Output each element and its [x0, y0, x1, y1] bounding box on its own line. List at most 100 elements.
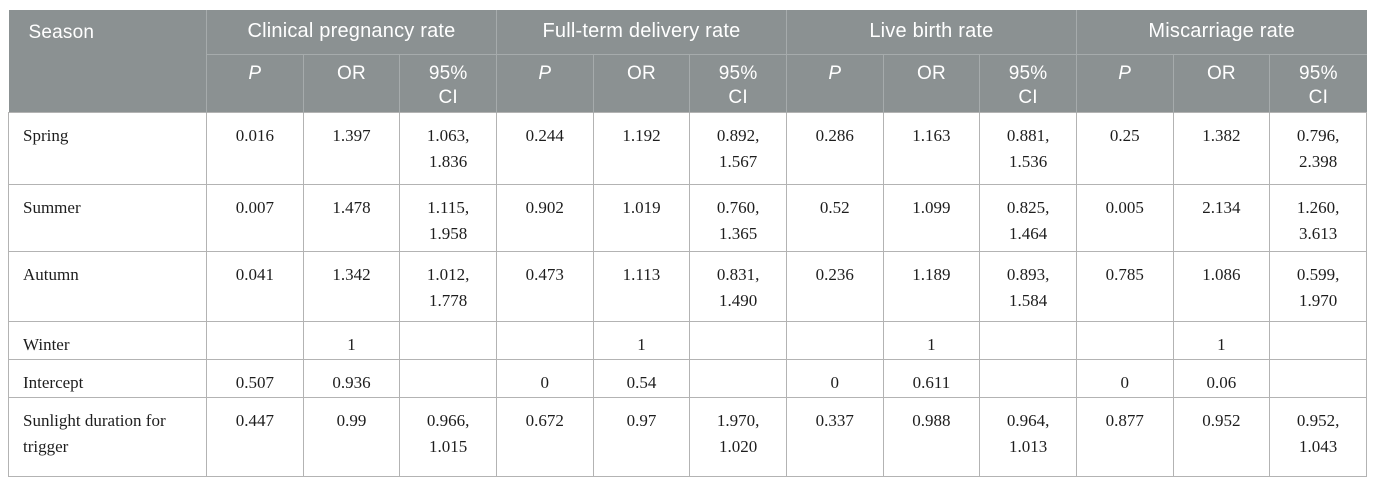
table-cell [399, 320, 497, 360]
table-cell: 1.189 [882, 250, 981, 322]
table-cell [495, 320, 594, 360]
table-cell: 1.260, 3.613 [1269, 183, 1367, 252]
table-cell: 2.134 [1172, 183, 1271, 252]
row-label: Autumn [8, 250, 207, 322]
table-cell: 0.016 [206, 111, 304, 185]
table-cell: 0.599, 1.970 [1269, 250, 1367, 322]
subheader-95-ci: 95% CI [399, 53, 497, 113]
table-cell: 0.473 [495, 250, 594, 322]
table-cell: 1.192 [592, 111, 691, 185]
row-label: Spring [8, 111, 207, 185]
subheader-or: OR [302, 53, 400, 113]
table-cell: 0.99 [302, 396, 401, 477]
table-cell [1269, 320, 1367, 360]
table-cell: 0.892, 1.567 [689, 111, 787, 185]
table-cell: 0.877 [1075, 396, 1174, 477]
table-row-spring: Spring 0.016 1.397 1.063, 1.836 0.244 1.… [8, 111, 1367, 185]
subheader-95-ci: 95% CI [1269, 53, 1367, 113]
table-cell [1075, 320, 1174, 360]
table-cell: 0.988 [882, 396, 981, 477]
table-cell: 1.163 [882, 111, 981, 185]
table-cell: 0.244 [495, 111, 594, 185]
table-cell: 1.115, 1.958 [399, 183, 497, 252]
table-cell: 0.005 [1075, 183, 1174, 252]
table-cell: 1.019 [592, 183, 691, 252]
subheader-or: OR [882, 53, 980, 113]
table-cell [689, 320, 787, 360]
table-cell: 0.952, 1.043 [1269, 396, 1367, 477]
row-label: Winter [8, 320, 207, 360]
season-outcomes-table: Season Clinical pregnancy rate Full-term… [8, 10, 1367, 477]
table-cell: 1.099 [882, 183, 981, 252]
table-cell [785, 320, 884, 360]
group-header-row: Season Clinical pregnancy rate Full-term… [8, 10, 1367, 113]
table-cell: 0.507 [206, 358, 304, 398]
table-cell [689, 358, 787, 398]
table-cell: 0 [785, 358, 884, 398]
subheader-p: P [495, 53, 594, 113]
subheader-or: OR [592, 53, 690, 113]
table-cell: 0.611 [882, 358, 981, 398]
subheader-p: P [206, 53, 304, 113]
table-cell: 0 [495, 358, 594, 398]
row-label: Sunlight duration for trigger [8, 396, 207, 477]
table-row-intercept: Intercept 0.507 0.936 0 0.54 0 0.611 0 0… [8, 358, 1367, 398]
table-cell [206, 320, 304, 360]
table-cell: 1.063, 1.836 [399, 111, 497, 185]
table-cell: 1.012, 1.778 [399, 250, 497, 322]
table-cell [1269, 358, 1367, 398]
row-label: Summer [8, 183, 207, 252]
table-cell: 1.342 [302, 250, 401, 322]
table-cell: 0.881, 1.536 [979, 111, 1077, 185]
table-row-autumn: Autumn 0.041 1.342 1.012, 1.778 0.473 1.… [8, 250, 1367, 322]
table-cell: 0.041 [206, 250, 304, 322]
subheader-95-ci: 95% CI [979, 53, 1077, 113]
table-cell: 0.06 [1172, 358, 1271, 398]
table-cell: 0.447 [206, 396, 304, 477]
table-cell [979, 358, 1077, 398]
table-cell: 0.785 [1075, 250, 1174, 322]
table-cell: 0.964, 1.013 [979, 396, 1077, 477]
table-cell: 0.25 [1075, 111, 1174, 185]
group-header-clinical-pregnancy-rate: Clinical pregnancy rate [206, 10, 497, 54]
table-cell: 0.007 [206, 183, 304, 252]
table-cell: 1 [882, 320, 981, 360]
table-cell [399, 358, 497, 398]
group-header-miscarriage-rate: Miscarriage rate [1075, 10, 1367, 54]
table-cell: 0.825, 1.464 [979, 183, 1077, 252]
table-cell: 0.52 [785, 183, 884, 252]
table-cell: 0.936 [302, 358, 401, 398]
table-cell: 1.382 [1172, 111, 1271, 185]
table-cell: 0.831, 1.490 [689, 250, 787, 322]
subheader-95-ci: 95% CI [689, 53, 787, 113]
table-body: Spring 0.016 1.397 1.063, 1.836 0.244 1.… [8, 111, 1367, 477]
table-cell: 0.54 [592, 358, 691, 398]
column-header-season: Season [8, 10, 207, 113]
table-cell: 0.902 [495, 183, 594, 252]
table-cell: 0.337 [785, 396, 884, 477]
table-cell: 0.796, 2.398 [1269, 111, 1367, 185]
table-cell: 0.286 [785, 111, 884, 185]
sub-header-row: P OR 95% CI P OR 95% CI P OR 95% CI P OR… [9, 53, 1367, 113]
table-cell: 1.397 [302, 111, 401, 185]
table-cell: 0.672 [495, 396, 594, 477]
subheader-p: P [1075, 53, 1174, 113]
table-cell: 0.236 [785, 250, 884, 322]
table-cell: 0 [1075, 358, 1174, 398]
table-cell: 0.760, 1.365 [689, 183, 787, 252]
table-cell: 0.952 [1172, 396, 1271, 477]
table-row-sunlight-duration-for-trigger: Sunlight duration for trigger 0.447 0.99… [8, 396, 1367, 477]
group-header-live-birth-rate: Live birth rate [785, 10, 1077, 54]
table-header: Season Clinical pregnancy rate Full-term… [8, 10, 1367, 113]
subheader-or: OR [1172, 53, 1270, 113]
table-row-summer: Summer 0.007 1.478 1.115, 1.958 0.902 1.… [8, 183, 1367, 252]
table-cell: 1 [592, 320, 691, 360]
table-cell: 1.086 [1172, 250, 1271, 322]
table-cell [979, 320, 1077, 360]
group-header-full-term-delivery-rate: Full-term delivery rate [495, 10, 787, 54]
table-cell: 1 [302, 320, 401, 360]
row-label: Intercept [8, 358, 207, 398]
table-cell: 0.893, 1.584 [979, 250, 1077, 322]
table-cell: 1.113 [592, 250, 691, 322]
